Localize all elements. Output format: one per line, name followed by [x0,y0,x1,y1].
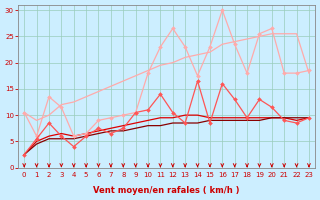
X-axis label: Vent moyen/en rafales ( km/h ): Vent moyen/en rafales ( km/h ) [93,186,240,195]
